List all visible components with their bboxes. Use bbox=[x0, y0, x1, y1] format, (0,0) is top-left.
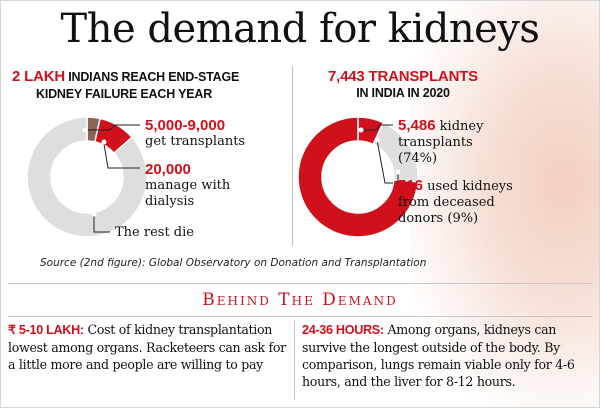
left-label-transplants: 5,000-9,000 get transplants bbox=[145, 117, 246, 150]
marker-dot-rest bbox=[91, 211, 97, 217]
background-hand-image bbox=[410, 0, 600, 408]
page-title: The demand for kidneys bbox=[60, 6, 540, 52]
section-divider bbox=[292, 66, 293, 246]
bottom-right-text: 24-36 HOURS: Among organs, kidneys can s… bbox=[302, 321, 596, 390]
source-note: Source (2nd figure): Global Observatory … bbox=[40, 257, 427, 269]
leader-line-kidney bbox=[363, 124, 393, 131]
leader-line-rest bbox=[93, 214, 110, 233]
right-label-kidney: 5,486 kidney transplants (74%) bbox=[398, 117, 484, 167]
section-heading-behind: Behind The Demand bbox=[202, 290, 398, 310]
right-heading-line2: IN INDIA IN 2020 bbox=[356, 86, 450, 100]
hours-key: 24-36 HOURS: bbox=[302, 323, 384, 337]
left-heading-text: INDIANS REACH END-STAGE bbox=[64, 70, 240, 84]
left-label-dialysis: 20,000 manage with dialysis bbox=[145, 161, 231, 210]
left-label-rest: The rest die bbox=[115, 225, 194, 240]
right-heading: 7,443 TRANSPLANTS IN INDIA IN 2020 bbox=[328, 68, 478, 102]
left-heading: 2 LAKH INDIANS REACH END-STAGE KIDNEY FA… bbox=[12, 68, 239, 103]
bottom-rule bbox=[8, 316, 592, 317]
leader-line-transplants bbox=[88, 124, 140, 131]
leader-line-dialysis bbox=[103, 143, 140, 169]
right-heading-number: 7,443 TRANSPLANTS bbox=[328, 68, 478, 85]
left-heading-line2: KIDNEY FAILURE EACH YEAR bbox=[36, 87, 213, 101]
marker-dot-transplants bbox=[82, 127, 88, 133]
marker-dot-kidney bbox=[358, 127, 364, 133]
marker-dot-dialysis bbox=[101, 139, 107, 145]
cost-key: ₹ 5-10 LAKH: bbox=[8, 323, 84, 337]
cost-text: Cost of kidney transplantation lowest am… bbox=[8, 322, 286, 372]
right-label-deceased: 516 used kidneys from deceased donors (9… bbox=[398, 177, 513, 227]
hours-text: Among organs, kidneys can survive the lo… bbox=[302, 322, 575, 389]
leader-line-deceased bbox=[376, 139, 393, 184]
bottom-left-text: ₹ 5-10 LAKH: Cost of kidney transplantat… bbox=[8, 321, 290, 373]
left-donut-slice-2 bbox=[26, 116, 148, 238]
left-heading-number: 2 LAKH bbox=[12, 68, 65, 85]
bottom-divider bbox=[294, 320, 295, 400]
right-donut-slice-2 bbox=[297, 116, 419, 238]
top-rule bbox=[8, 283, 592, 284]
marker-dot-deceased2 bbox=[395, 169, 401, 175]
right-donut-chart bbox=[297, 116, 419, 238]
marker-dot-deceased bbox=[374, 137, 380, 143]
